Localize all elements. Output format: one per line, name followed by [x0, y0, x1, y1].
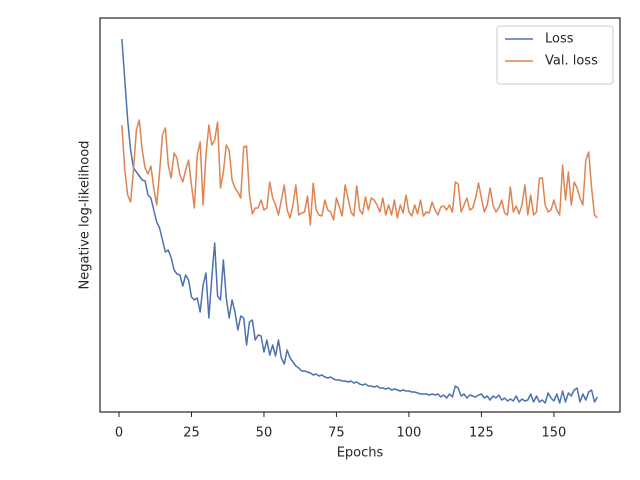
x-tick-label: 100	[397, 426, 422, 441]
line-series	[121, 119, 598, 226]
legend-label: Val. loss	[545, 54, 598, 69]
x-tick-label: 125	[469, 426, 494, 441]
x-tick-label: 75	[328, 426, 345, 441]
axes-frame	[99, 17, 621, 413]
x-tick-label: 25	[183, 426, 200, 441]
x-tick-label: 50	[256, 426, 273, 441]
x-tick-label: 0	[115, 426, 123, 441]
x-tick-label: 150	[541, 426, 566, 441]
legend-label: Loss	[545, 32, 574, 47]
y-axis-label: Negative log-likelihood	[78, 141, 93, 290]
x-axis-label: Epochs	[337, 446, 384, 461]
legend-box	[496, 25, 614, 85]
line-series	[121, 38, 599, 404]
